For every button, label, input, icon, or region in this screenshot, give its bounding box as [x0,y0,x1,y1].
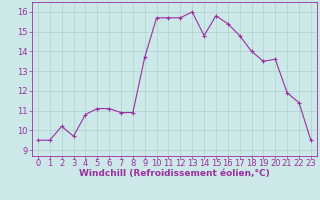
X-axis label: Windchill (Refroidissement éolien,°C): Windchill (Refroidissement éolien,°C) [79,169,270,178]
